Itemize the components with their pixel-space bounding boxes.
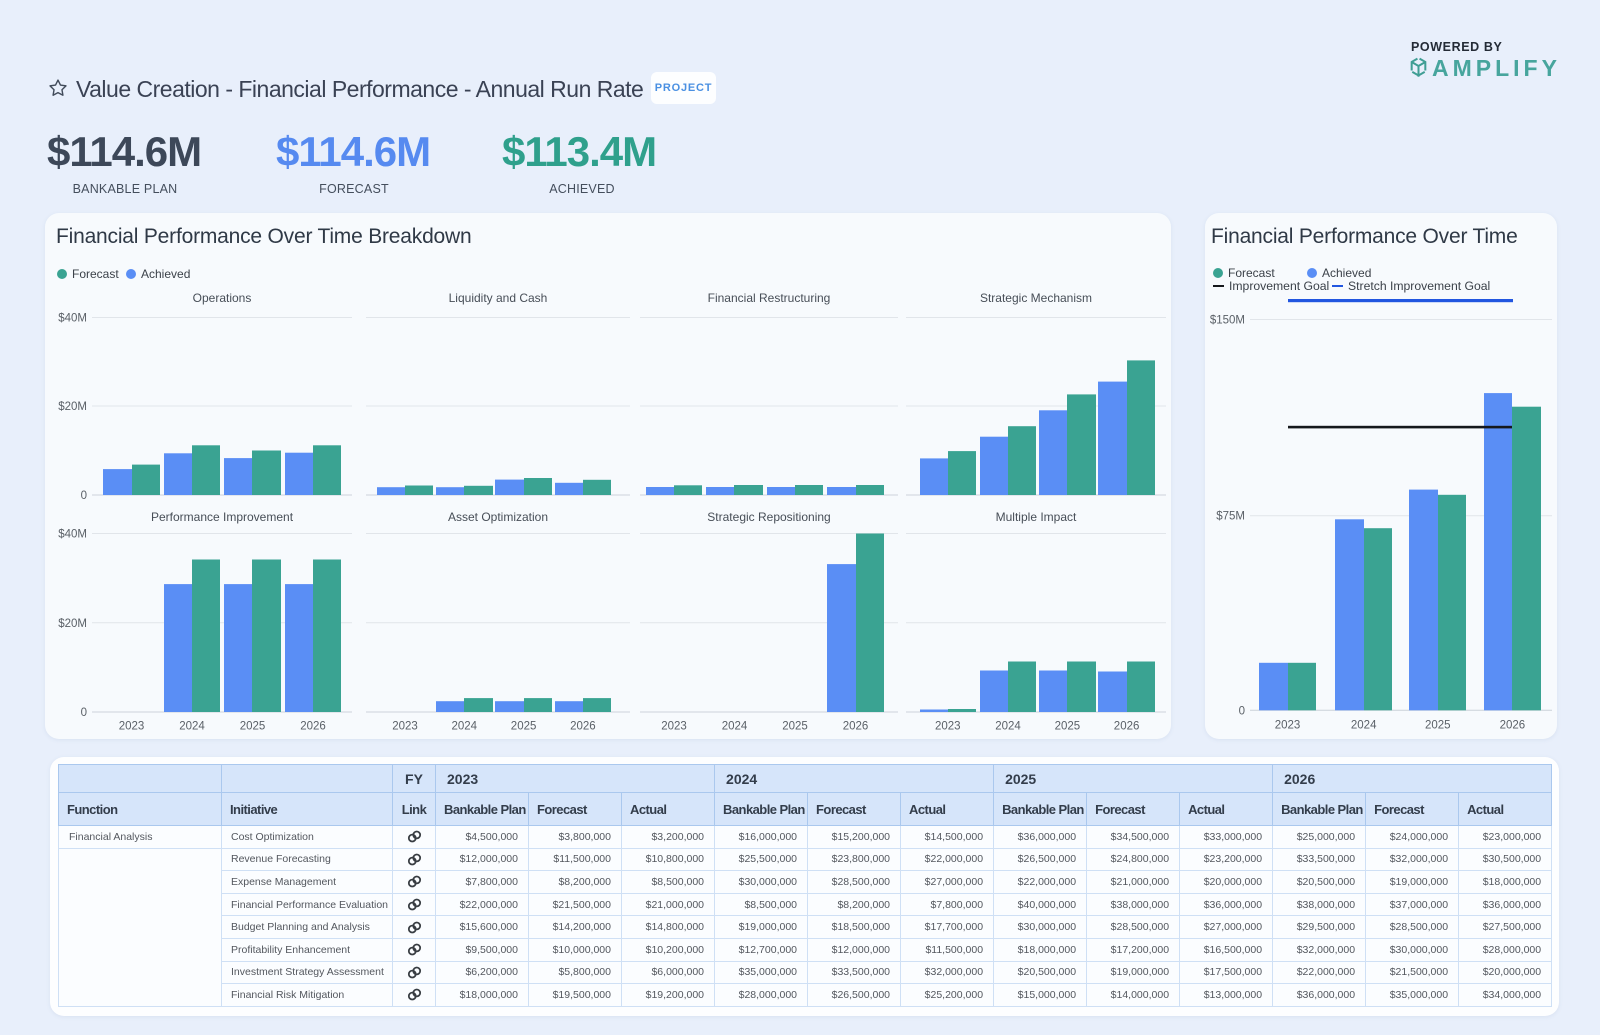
svg-text:Asset Optimization: Asset Optimization xyxy=(448,510,548,524)
svg-text:2025: 2025 xyxy=(782,721,808,733)
svg-text:0: 0 xyxy=(1239,705,1245,717)
svg-text:2023: 2023 xyxy=(119,721,145,733)
svg-text:2024: 2024 xyxy=(1351,720,1377,732)
svg-text:2024: 2024 xyxy=(452,721,478,733)
svg-text:$150M: $150M xyxy=(1210,315,1245,327)
svg-text:2023: 2023 xyxy=(661,721,687,733)
svg-text:$40M: $40M xyxy=(58,529,87,541)
svg-text:$75M: $75M xyxy=(1216,511,1245,523)
svg-text:2026: 2026 xyxy=(300,721,326,733)
svg-text:Liquidity and Cash: Liquidity and Cash xyxy=(449,291,548,305)
svg-text:0: 0 xyxy=(81,490,87,502)
svg-text:$40M: $40M xyxy=(58,313,87,325)
svg-text:2026: 2026 xyxy=(570,721,596,733)
svg-text:2023: 2023 xyxy=(392,721,418,733)
svg-text:2025: 2025 xyxy=(1425,720,1451,732)
svg-text:Strategic Repositioning: Strategic Repositioning xyxy=(707,510,830,524)
svg-text:2025: 2025 xyxy=(240,721,266,733)
svg-text:Operations: Operations xyxy=(193,291,252,305)
svg-text:2024: 2024 xyxy=(995,721,1021,733)
svg-text:2026: 2026 xyxy=(843,721,869,733)
svg-text:2026: 2026 xyxy=(1500,720,1526,732)
svg-text:2023: 2023 xyxy=(1275,720,1301,732)
svg-text:Strategic Mechanism: Strategic Mechanism xyxy=(980,291,1092,305)
svg-text:2026: 2026 xyxy=(1114,721,1140,733)
svg-text:$20M: $20M xyxy=(58,618,87,630)
svg-text:2023: 2023 xyxy=(935,721,961,733)
svg-text:2024: 2024 xyxy=(179,721,205,733)
svg-text:Performance Improvement: Performance Improvement xyxy=(151,510,294,524)
svg-text:2025: 2025 xyxy=(511,721,537,733)
svg-text:0: 0 xyxy=(81,707,87,719)
svg-text:Multiple Impact: Multiple Impact xyxy=(996,510,1077,524)
svg-text:Financial Restructuring: Financial Restructuring xyxy=(708,291,831,305)
svg-text:2024: 2024 xyxy=(722,721,748,733)
svg-text:$20M: $20M xyxy=(58,401,87,413)
svg-text:2025: 2025 xyxy=(1055,721,1081,733)
